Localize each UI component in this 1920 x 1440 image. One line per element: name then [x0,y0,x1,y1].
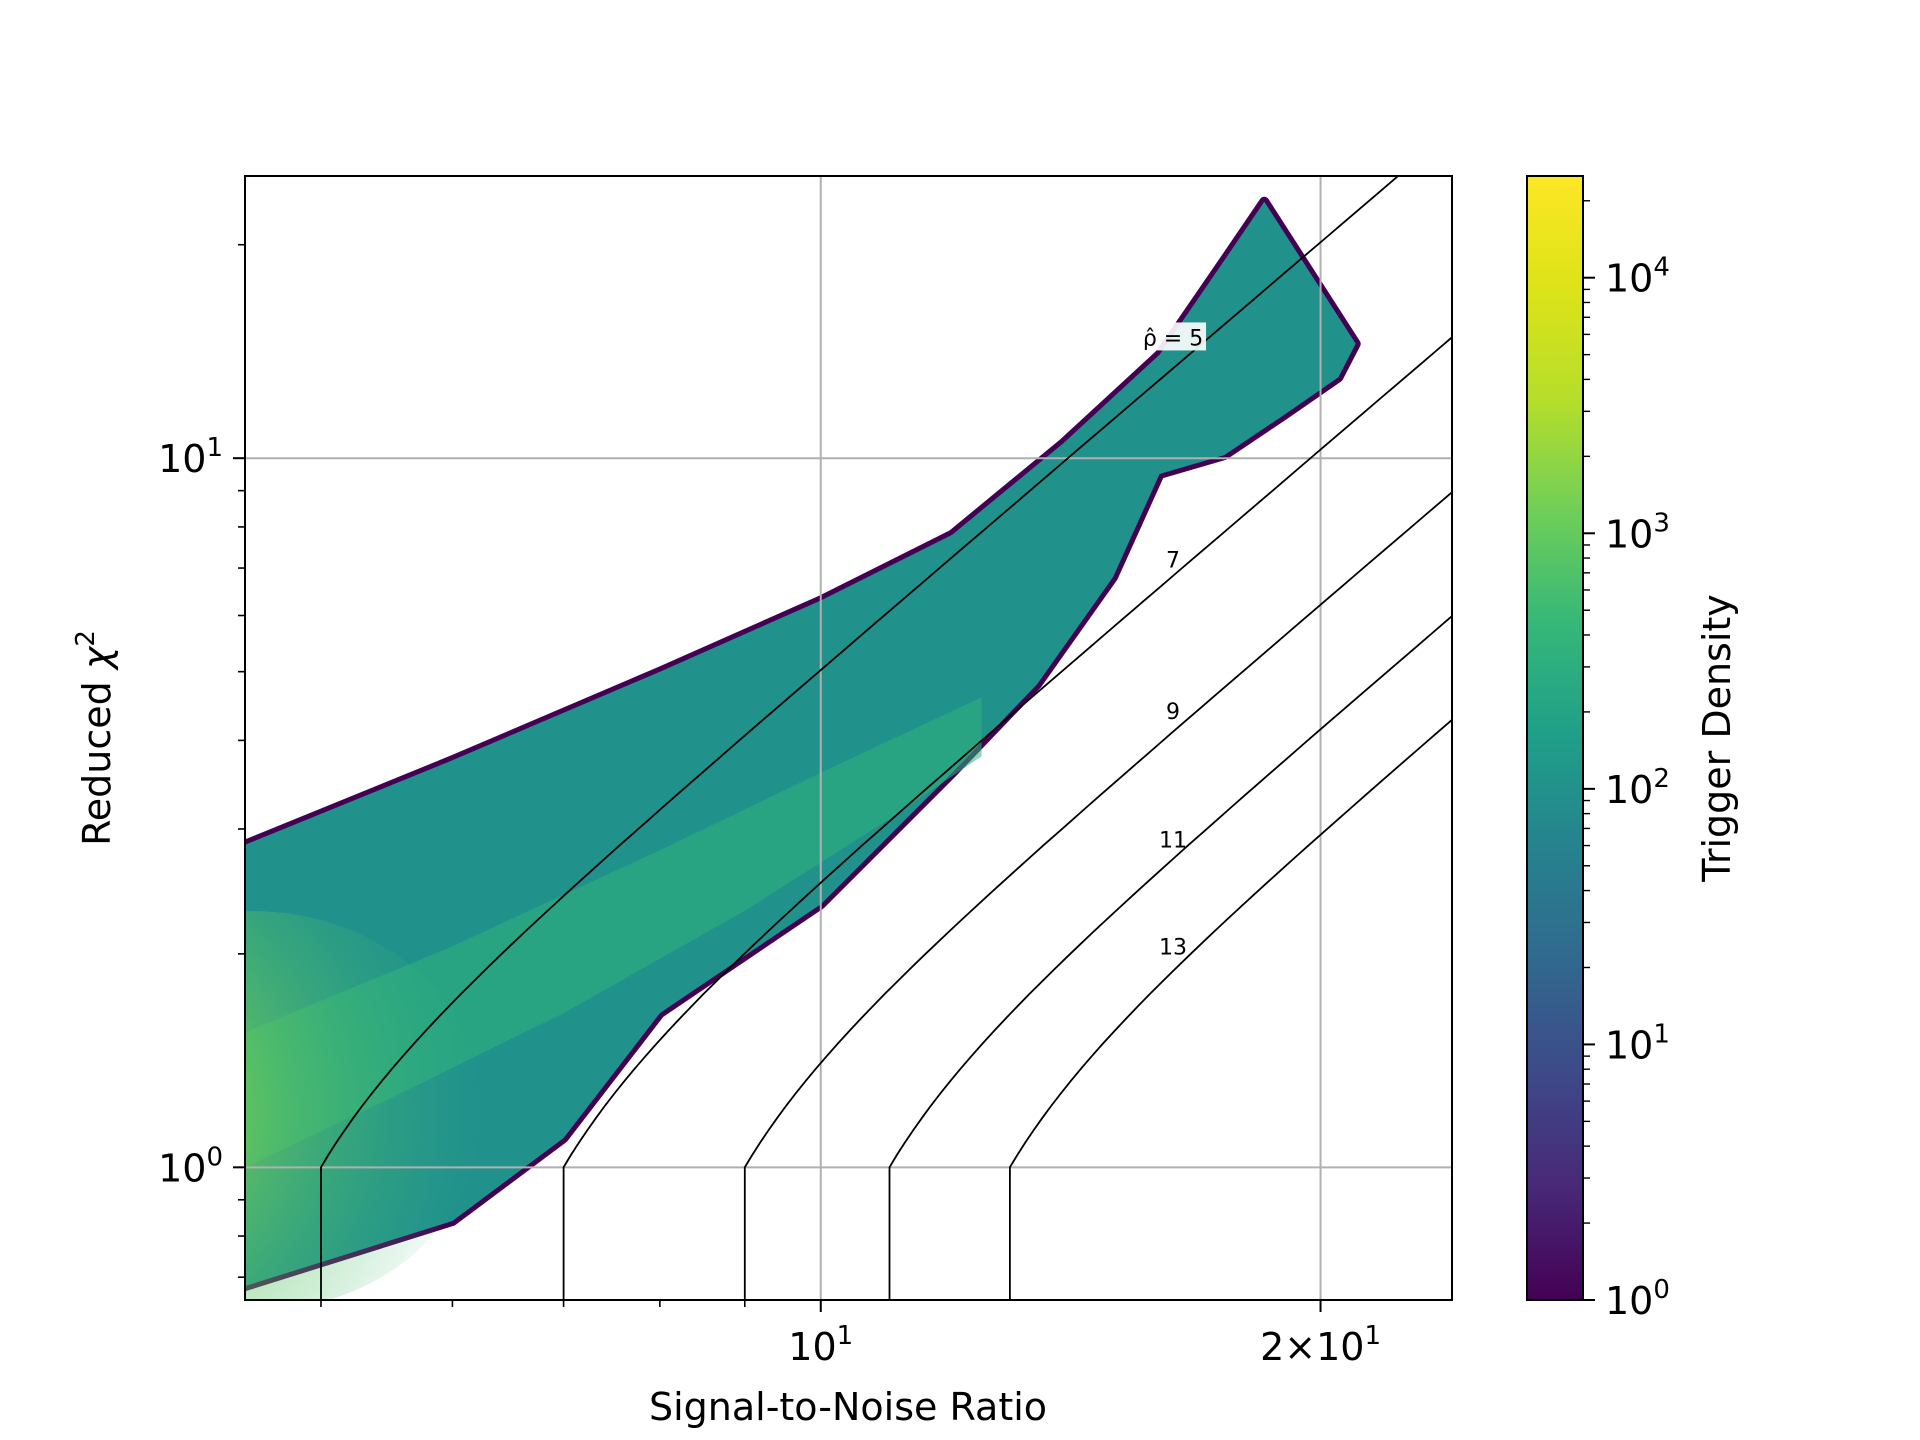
grid-lines [245,176,1452,1300]
y-axis-label-symbol: χ [75,645,119,671]
contour-rho-9 [743,491,1452,1300]
density-heatmap [245,196,1361,1300]
y-axis-label-sup: 2 [71,630,101,647]
y-axis-label-text: Reduced [75,681,119,846]
contour-rho-11 [888,614,1452,1300]
x-tick-label-0: 101 [788,1321,853,1369]
contour-rho-13 [1009,718,1452,1300]
colorbar-tick-label-3: 103 [1605,508,1670,556]
contour-label-1: 7 [1166,548,1180,573]
colorbar-ticks: 100 101 102 103 104 [1583,200,1670,1323]
colorbar: 100 101 102 103 104 Trigger Density [1526,175,1739,1323]
x-axis-label: Signal-to-Noise Ratio [649,1385,1047,1429]
contour-label-0: ρ̂ = 5 [1143,326,1203,351]
colorbar-tick-label-2: 102 [1605,764,1670,812]
y-tick-label-0: 100 [158,1142,223,1190]
y-tick-label-1: 101 [158,433,223,481]
colorbar-label: Trigger Density [1695,594,1739,883]
contour-lines [320,176,1452,1300]
colorbar-tick-label-1: 101 [1605,1019,1670,1067]
colorbar-gradient [1526,175,1584,1301]
x-tick-label-1: 2×101 [1260,1321,1381,1369]
colorbar-tick-label-0: 100 [1605,1275,1670,1323]
contour-rho-7 [562,336,1452,1300]
colorbar-tick-label-4: 104 [1605,253,1670,301]
density-peak [245,911,483,1300]
contour-label-3: 11 [1159,828,1187,853]
contour-label-bg-0 [1140,322,1207,351]
contour-labels: ρ̂ = 5 7 9 11 13 [1140,322,1207,960]
plot-frame [244,175,1453,1301]
y-axis-ticks: 100 101 [158,243,245,1278]
plot-area: ρ̂ = 5 7 9 11 13 101 2×101 100 101 [158,175,1453,1369]
contour-label-2: 9 [1166,700,1180,725]
y-axis-label: Reduced χ2 [71,630,119,846]
x-axis-ticks: 101 2×101 [320,1300,1381,1369]
contour-label-4: 13 [1159,935,1187,960]
